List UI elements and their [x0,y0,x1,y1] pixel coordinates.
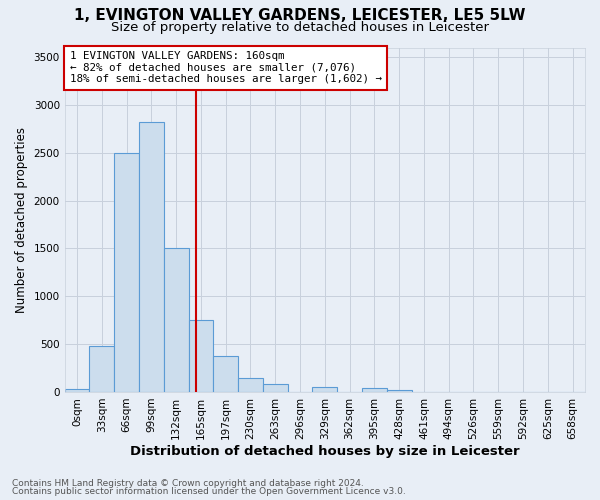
Bar [263,384,287,392]
Bar [362,388,387,392]
Text: Contains HM Land Registry data © Crown copyright and database right 2024.: Contains HM Land Registry data © Crown c… [12,478,364,488]
Bar [214,356,238,392]
Bar [139,122,164,392]
Text: Size of property relative to detached houses in Leicester: Size of property relative to detached ho… [111,22,489,35]
Text: Contains public sector information licensed under the Open Government Licence v3: Contains public sector information licen… [12,487,406,496]
Bar [387,390,412,392]
Bar [89,346,114,392]
Bar [238,378,263,392]
Bar [313,387,337,392]
Text: 1, EVINGTON VALLEY GARDENS, LEICESTER, LE5 5LW: 1, EVINGTON VALLEY GARDENS, LEICESTER, L… [74,8,526,22]
Bar [188,320,214,392]
Y-axis label: Number of detached properties: Number of detached properties [15,126,28,312]
Text: 1 EVINGTON VALLEY GARDENS: 160sqm
← 82% of detached houses are smaller (7,076)
1: 1 EVINGTON VALLEY GARDENS: 160sqm ← 82% … [70,51,382,84]
Bar [65,389,89,392]
X-axis label: Distribution of detached houses by size in Leicester: Distribution of detached houses by size … [130,444,520,458]
Bar [114,153,139,392]
Bar [164,248,188,392]
